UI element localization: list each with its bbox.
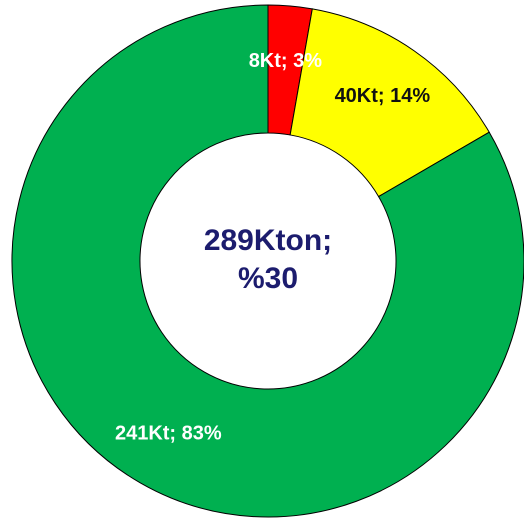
center-label: %30: [238, 262, 298, 295]
data-label: 241Kt; 83%: [115, 423, 222, 445]
data-label: 40Kt; 14%: [335, 85, 431, 107]
donut-segment: [11, 4, 524, 518]
data-label: 8Kt; 3%: [249, 50, 323, 72]
center-label: 289Kton;: [204, 224, 332, 257]
donut-segment: [289, 8, 490, 198]
